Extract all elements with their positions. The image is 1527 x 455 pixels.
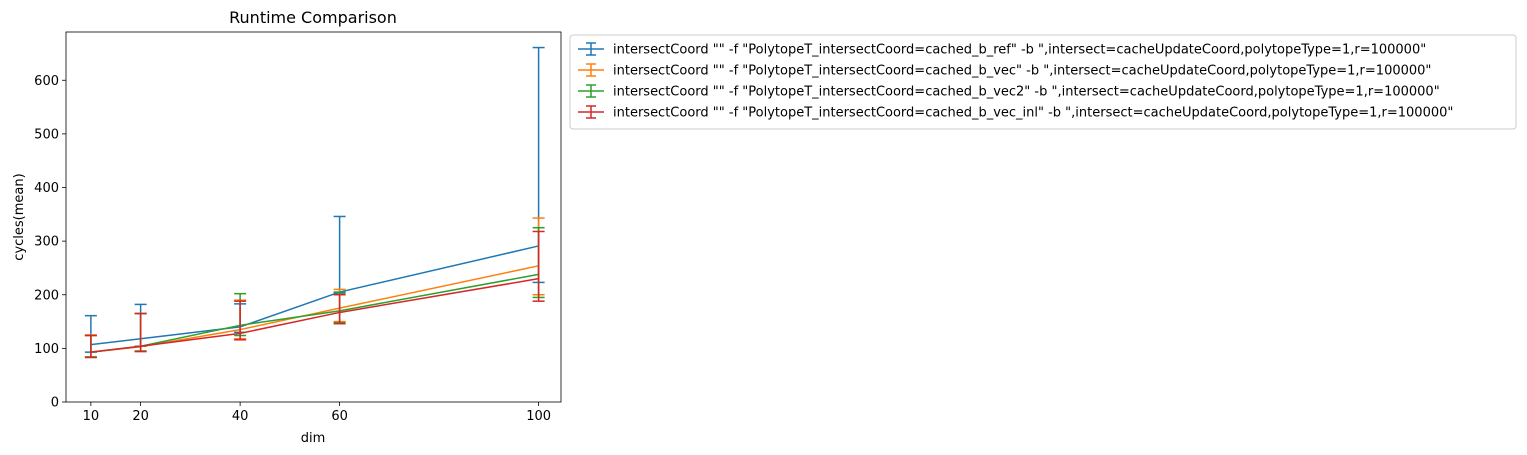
legend-label: intersectCoord "" -f "PolytopeT_intersec… <box>613 64 1431 79</box>
y-tick-label: 400 <box>34 181 59 196</box>
legend-label: intersectCoord "" -f "PolytopeT_intersec… <box>613 106 1453 121</box>
y-tick-label: 200 <box>34 288 59 303</box>
x-tick-label: 20 <box>132 409 149 424</box>
y-tick-label: 300 <box>34 235 59 250</box>
legend-label: intersectCoord "" -f "PolytopeT_intersec… <box>613 85 1440 100</box>
x-tick-label: 40 <box>232 409 249 424</box>
legend-entry-3: intersectCoord "" -f "PolytopeT_intersec… <box>578 84 1440 100</box>
y-axis-label: cycles(mean) <box>12 173 27 260</box>
series-4 <box>84 230 545 359</box>
legend: intersectCoord "" -f "PolytopeT_intersec… <box>569 34 1517 130</box>
axes: 10 20 40 60 100 0 100 200 300 400 500 600 <box>34 31 562 424</box>
legend-label: intersectCoord "" -f "PolytopeT_intersec… <box>613 43 1426 58</box>
series-line <box>90 265 539 353</box>
series-line <box>90 245 539 346</box>
y-tick-label: 600 <box>34 74 59 89</box>
legend-entry-1: intersectCoord "" -f "PolytopeT_intersec… <box>578 42 1426 58</box>
x-tick-label: 100 <box>526 409 551 424</box>
x-tick-label: 60 <box>331 409 348 424</box>
plot-frame <box>65 31 562 403</box>
y-tick-label: 500 <box>34 127 59 142</box>
series-1 <box>84 46 545 353</box>
plot-marks <box>84 46 545 359</box>
legend-entry-4: intersectCoord "" -f "PolytopeT_intersec… <box>578 105 1453 121</box>
y-tick-label: 100 <box>34 342 59 357</box>
legend-box <box>569 34 1517 130</box>
y-tick-label: 0 <box>51 396 59 411</box>
x-tick-label: 10 <box>83 409 100 424</box>
series-line <box>90 277 539 353</box>
chart-title: Runtime Comparison <box>229 8 397 27</box>
series-2 <box>84 217 545 358</box>
x-axis-label: dim <box>301 431 326 446</box>
legend-entry-2: intersectCoord "" -f "PolytopeT_intersec… <box>578 63 1431 79</box>
